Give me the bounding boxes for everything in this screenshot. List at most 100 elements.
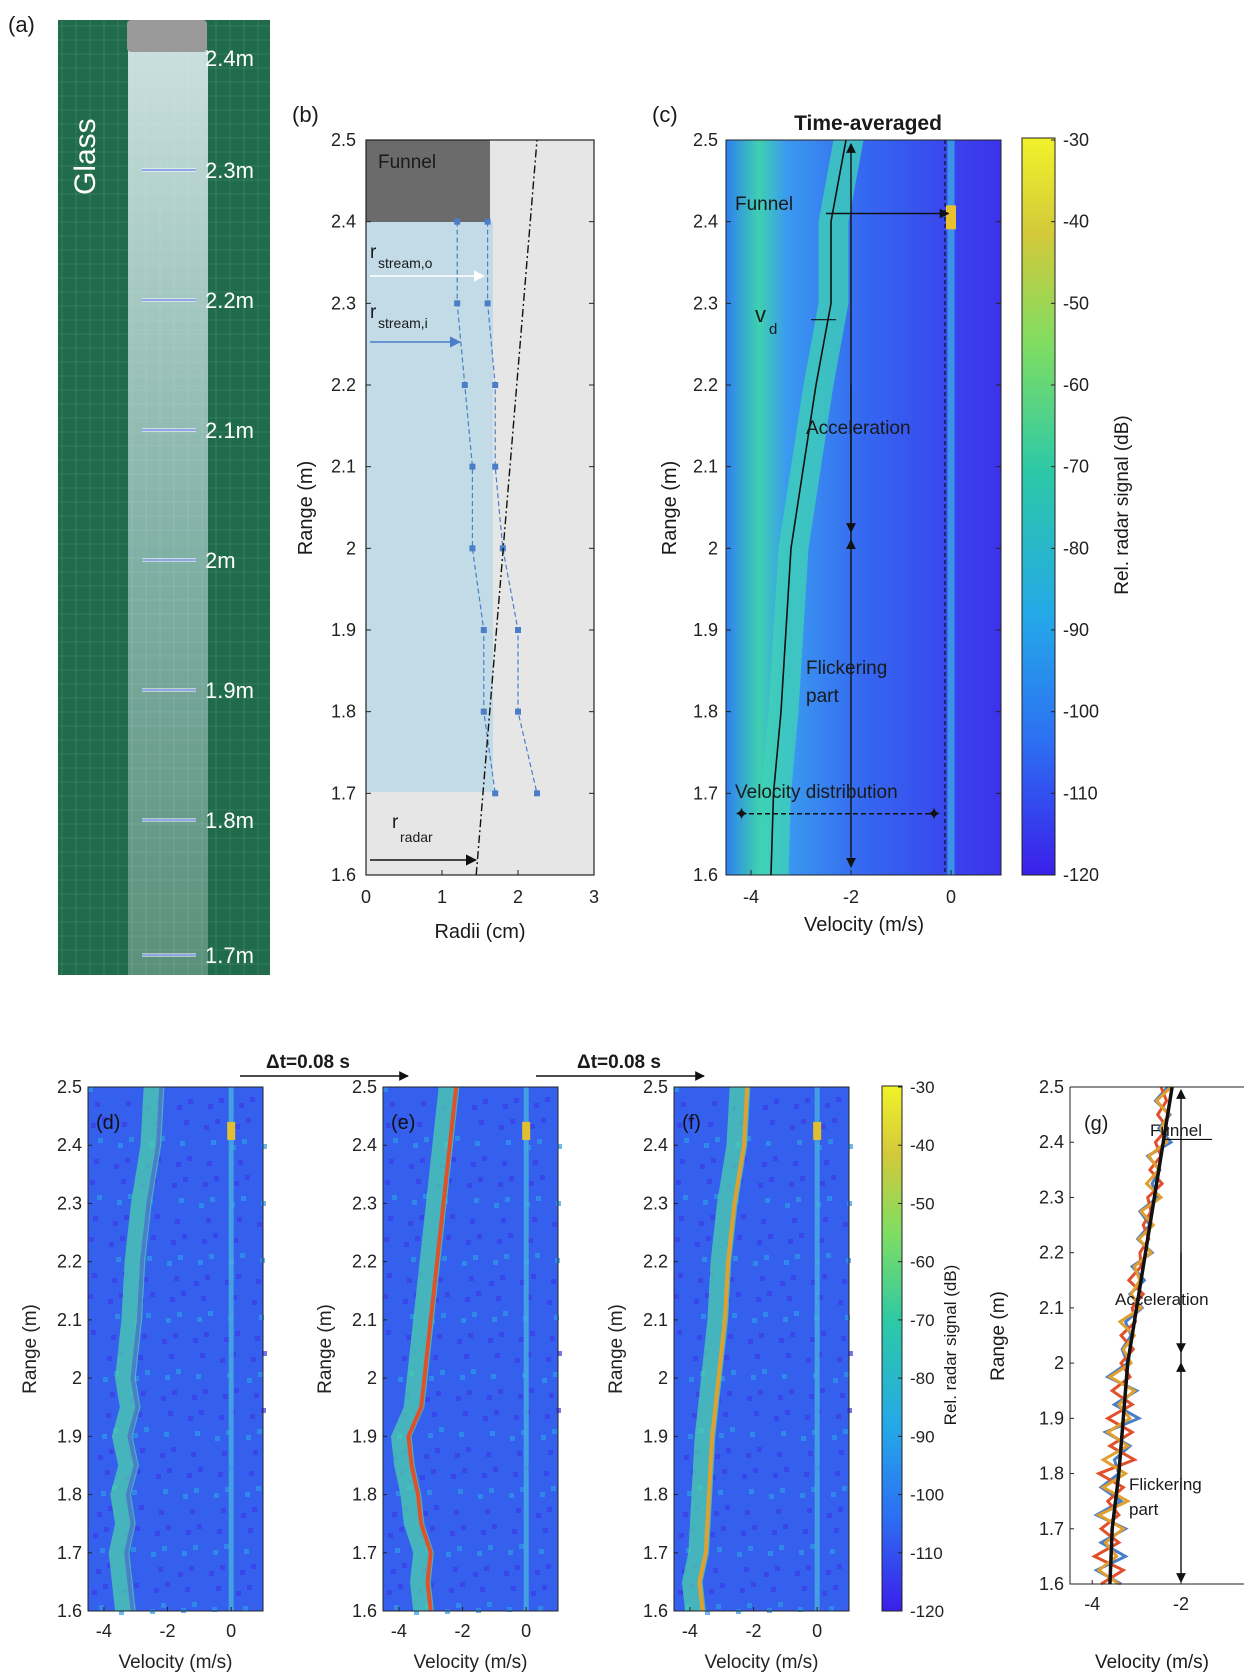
speckle <box>725 1505 730 1510</box>
speckle <box>150 1292 155 1297</box>
colorbar-tick-label: -70 <box>1063 457 1089 477</box>
speckle <box>551 1279 556 1284</box>
speckle <box>235 1124 240 1129</box>
stream-radius-point <box>515 627 521 633</box>
speckle <box>171 1240 176 1245</box>
colorbar-c: -30 -40 -50 -60 -70 -80 -90 -100 -110 -120 Rel. r… <box>1021 130 1133 885</box>
speckle <box>101 1491 106 1496</box>
y-tick-label: 2.4 <box>643 1135 668 1155</box>
y-tick-label: 1.6 <box>57 1601 82 1621</box>
speckle <box>531 1274 536 1279</box>
speckle <box>136 1469 141 1474</box>
speckle <box>162 1546 167 1551</box>
speckle <box>121 1179 126 1184</box>
speckle <box>165 1375 170 1380</box>
speckle <box>388 1216 393 1221</box>
speckle <box>442 1256 447 1261</box>
speckle <box>542 1378 547 1383</box>
speckle <box>843 1429 848 1434</box>
y-tick-label: 1.7 <box>57 1543 82 1563</box>
speckle <box>434 1298 439 1303</box>
speckle <box>395 1548 400 1553</box>
speckle <box>529 1181 534 1186</box>
speckle <box>222 1451 227 1456</box>
panel-b-data <box>370 139 540 876</box>
speckle <box>219 1098 224 1103</box>
speckle <box>773 1156 778 1161</box>
speckle <box>498 1389 503 1394</box>
speckle <box>184 1120 189 1125</box>
speckle <box>236 1274 241 1279</box>
y-tick-label: 2 <box>658 1368 668 1388</box>
speckle <box>166 1318 171 1323</box>
speckle <box>557 1351 562 1356</box>
speckle <box>778 1602 783 1607</box>
y-tick-label: 2.1 <box>331 457 356 477</box>
y-tick-label: 2.2 <box>331 375 356 395</box>
y-tick-label: 1.8 <box>57 1485 82 1505</box>
speckle <box>246 1118 251 1123</box>
colorbar-tick-label: -120 <box>910 1602 944 1621</box>
speckle <box>795 1571 800 1576</box>
speckle <box>838 1300 843 1305</box>
speckle <box>219 1415 224 1420</box>
speckle <box>521 1430 526 1435</box>
speckle <box>721 1526 726 1531</box>
speckle <box>241 1196 246 1201</box>
speckle <box>456 1396 461 1401</box>
speckle <box>199 1410 204 1415</box>
speckle <box>97 1195 102 1200</box>
speckle <box>842 1279 847 1284</box>
speckle <box>217 1529 222 1534</box>
speckle <box>788 1239 793 1244</box>
speckle <box>794 1104 799 1109</box>
speckle <box>183 1494 188 1499</box>
speckle <box>431 1469 436 1474</box>
speckle <box>438 1277 443 1282</box>
speckle <box>459 1432 464 1437</box>
speckle <box>711 1158 716 1163</box>
speckle <box>747 1603 752 1608</box>
speckle <box>827 1196 832 1201</box>
y-tick-label: 1.8 <box>1039 1464 1064 1484</box>
speckle <box>212 1607 217 1612</box>
speckle <box>414 1610 419 1615</box>
speckle <box>143 1277 148 1282</box>
colorbar-c-gradient <box>1021 137 1056 876</box>
speckle <box>110 1392 115 1397</box>
speckle <box>406 1335 411 1340</box>
stream-radius-point <box>469 545 476 552</box>
speckle <box>183 1177 188 1182</box>
colorbar-tick-label: -40 <box>1063 212 1089 232</box>
speckle <box>696 1392 701 1397</box>
speckle <box>784 1467 789 1472</box>
speckle <box>715 1454 720 1459</box>
y-tick-label: 2.1 <box>693 457 718 477</box>
speckle <box>100 1548 105 1553</box>
speckle <box>247 1378 252 1383</box>
speckle <box>209 1571 214 1576</box>
speckle <box>107 1563 112 1568</box>
speckle <box>210 1197 215 1202</box>
speckle <box>769 1177 774 1182</box>
panel-frame <box>87 1086 264 1612</box>
speckle <box>197 1524 202 1529</box>
annot-acceleration-c: Acceleration <box>806 418 911 439</box>
stream-radius-point <box>484 218 491 225</box>
height-marks: 2.4m 2.3m 2.2m 2.1m 2m 1.9m 1.8m 1.7m <box>142 46 254 968</box>
speckle <box>799 1550 804 1555</box>
stream-radius-point <box>480 627 487 633</box>
x-tick-label: -4 <box>391 1621 407 1641</box>
y-tick-label: 1.6 <box>1039 1574 1064 1594</box>
speckle <box>99 1605 104 1610</box>
speckle <box>745 1510 750 1515</box>
speckle <box>675 1237 680 1242</box>
speckle <box>730 1427 735 1432</box>
colorbar-tick-label: -120 <box>1063 865 1099 885</box>
speckle <box>542 1585 547 1590</box>
speckle <box>213 1550 218 1555</box>
speckle <box>177 1312 182 1317</box>
speckle <box>392 1512 397 1517</box>
speckle <box>108 1299 113 1304</box>
speckle <box>424 1454 429 1459</box>
